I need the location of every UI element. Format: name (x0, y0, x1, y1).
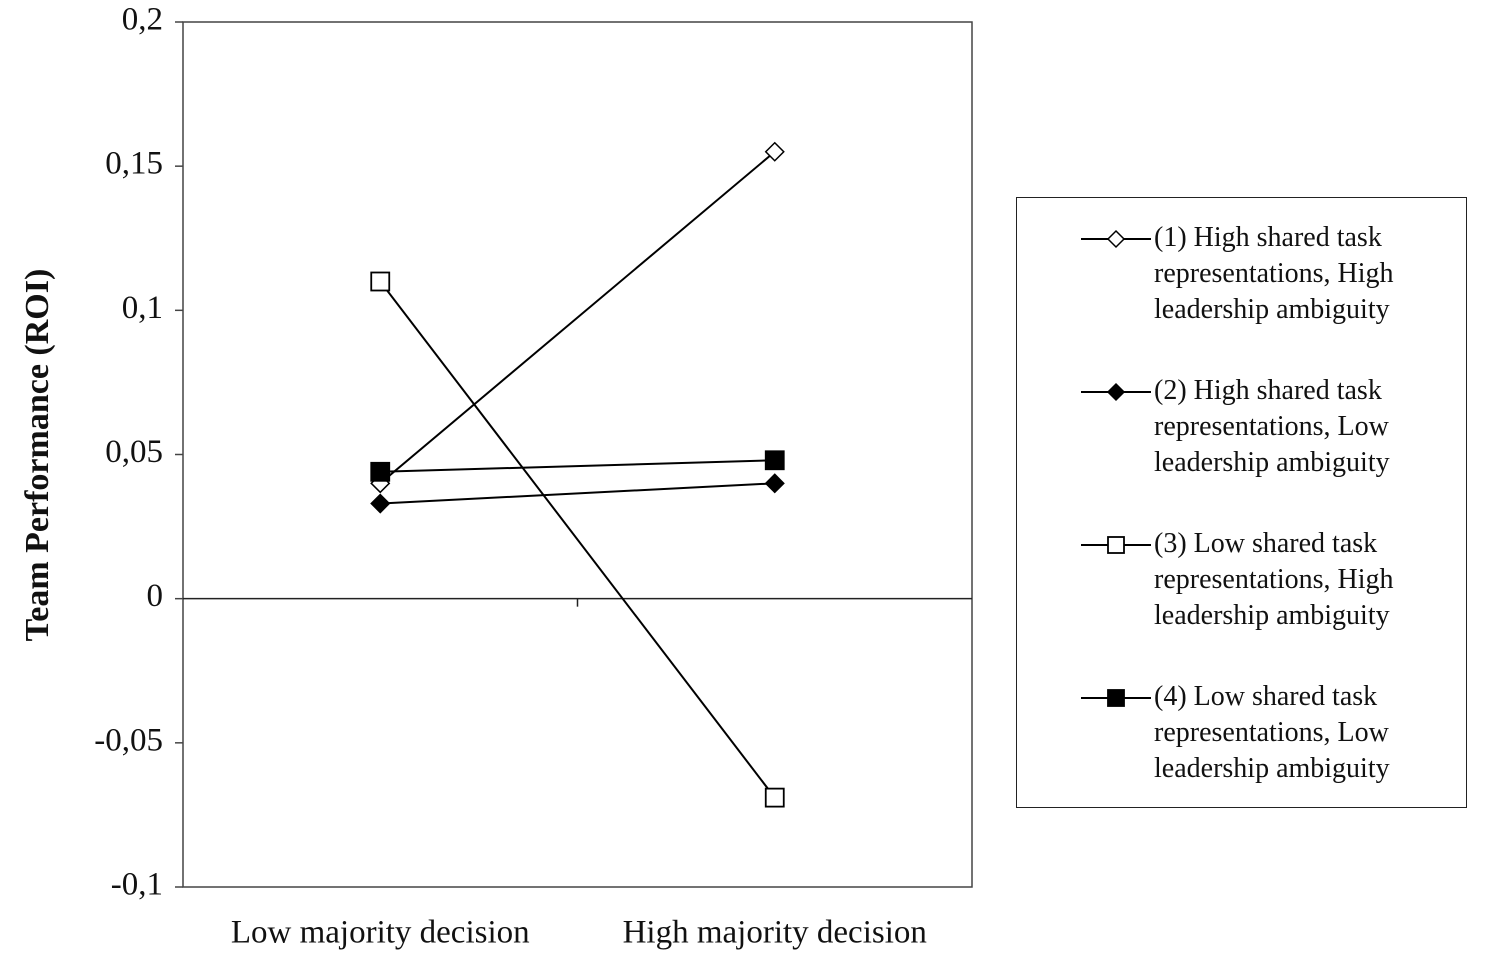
legend-symbol (1081, 229, 1151, 249)
y-tick-label: 0,15 (105, 146, 163, 182)
y-tick-label: 0,05 (105, 434, 163, 470)
series-line (379, 280, 776, 799)
legend-label: (2) High shared task representations, Lo… (1154, 375, 1390, 478)
legend-symbol (1081, 689, 1151, 707)
x-tick-label: High majority decision (623, 915, 927, 951)
series-line (380, 459, 775, 473)
legend-entry: (3) Low shared task representations, Hig… (1079, 526, 1459, 646)
series-line (379, 150, 776, 485)
y-tick-label: 0,1 (122, 290, 163, 326)
legend-symbol (1081, 382, 1151, 402)
marker (1107, 536, 1125, 554)
y-tick-label: -0,05 (94, 722, 163, 758)
legend-entry: (2) High shared task representations, Lo… (1079, 373, 1459, 493)
y-tick-label: 0 (147, 578, 164, 614)
marker (1107, 689, 1125, 707)
marker (764, 787, 785, 808)
series-line (380, 482, 775, 505)
marker (1106, 382, 1126, 402)
legend-entry: (1) High shared task representations, Hi… (1079, 220, 1459, 340)
legend-label: (3) Low shared task representations, Hig… (1154, 528, 1394, 631)
marker (370, 493, 391, 514)
legend-label: (4) Low shared task representations, Low… (1154, 681, 1390, 784)
marker (370, 271, 391, 292)
x-tick-label: Low majority decision (231, 915, 530, 951)
legend-entry: (4) Low shared task representations, Low… (1079, 679, 1459, 799)
marker (370, 461, 391, 482)
marker (1106, 229, 1126, 249)
marker (764, 450, 785, 471)
y-axis-label: Team Performance (ROI) (19, 269, 56, 642)
y-tick-label: 0,2 (122, 2, 163, 38)
y-tick-label: -0,1 (111, 867, 163, 903)
marker (764, 473, 785, 494)
legend-symbol (1081, 536, 1151, 554)
plot-frame (182, 21, 973, 888)
legend-label: (1) High shared task representations, Hi… (1154, 222, 1394, 325)
legend: (1) High shared task representations, Hi… (1016, 197, 1467, 808)
marker (764, 141, 785, 162)
